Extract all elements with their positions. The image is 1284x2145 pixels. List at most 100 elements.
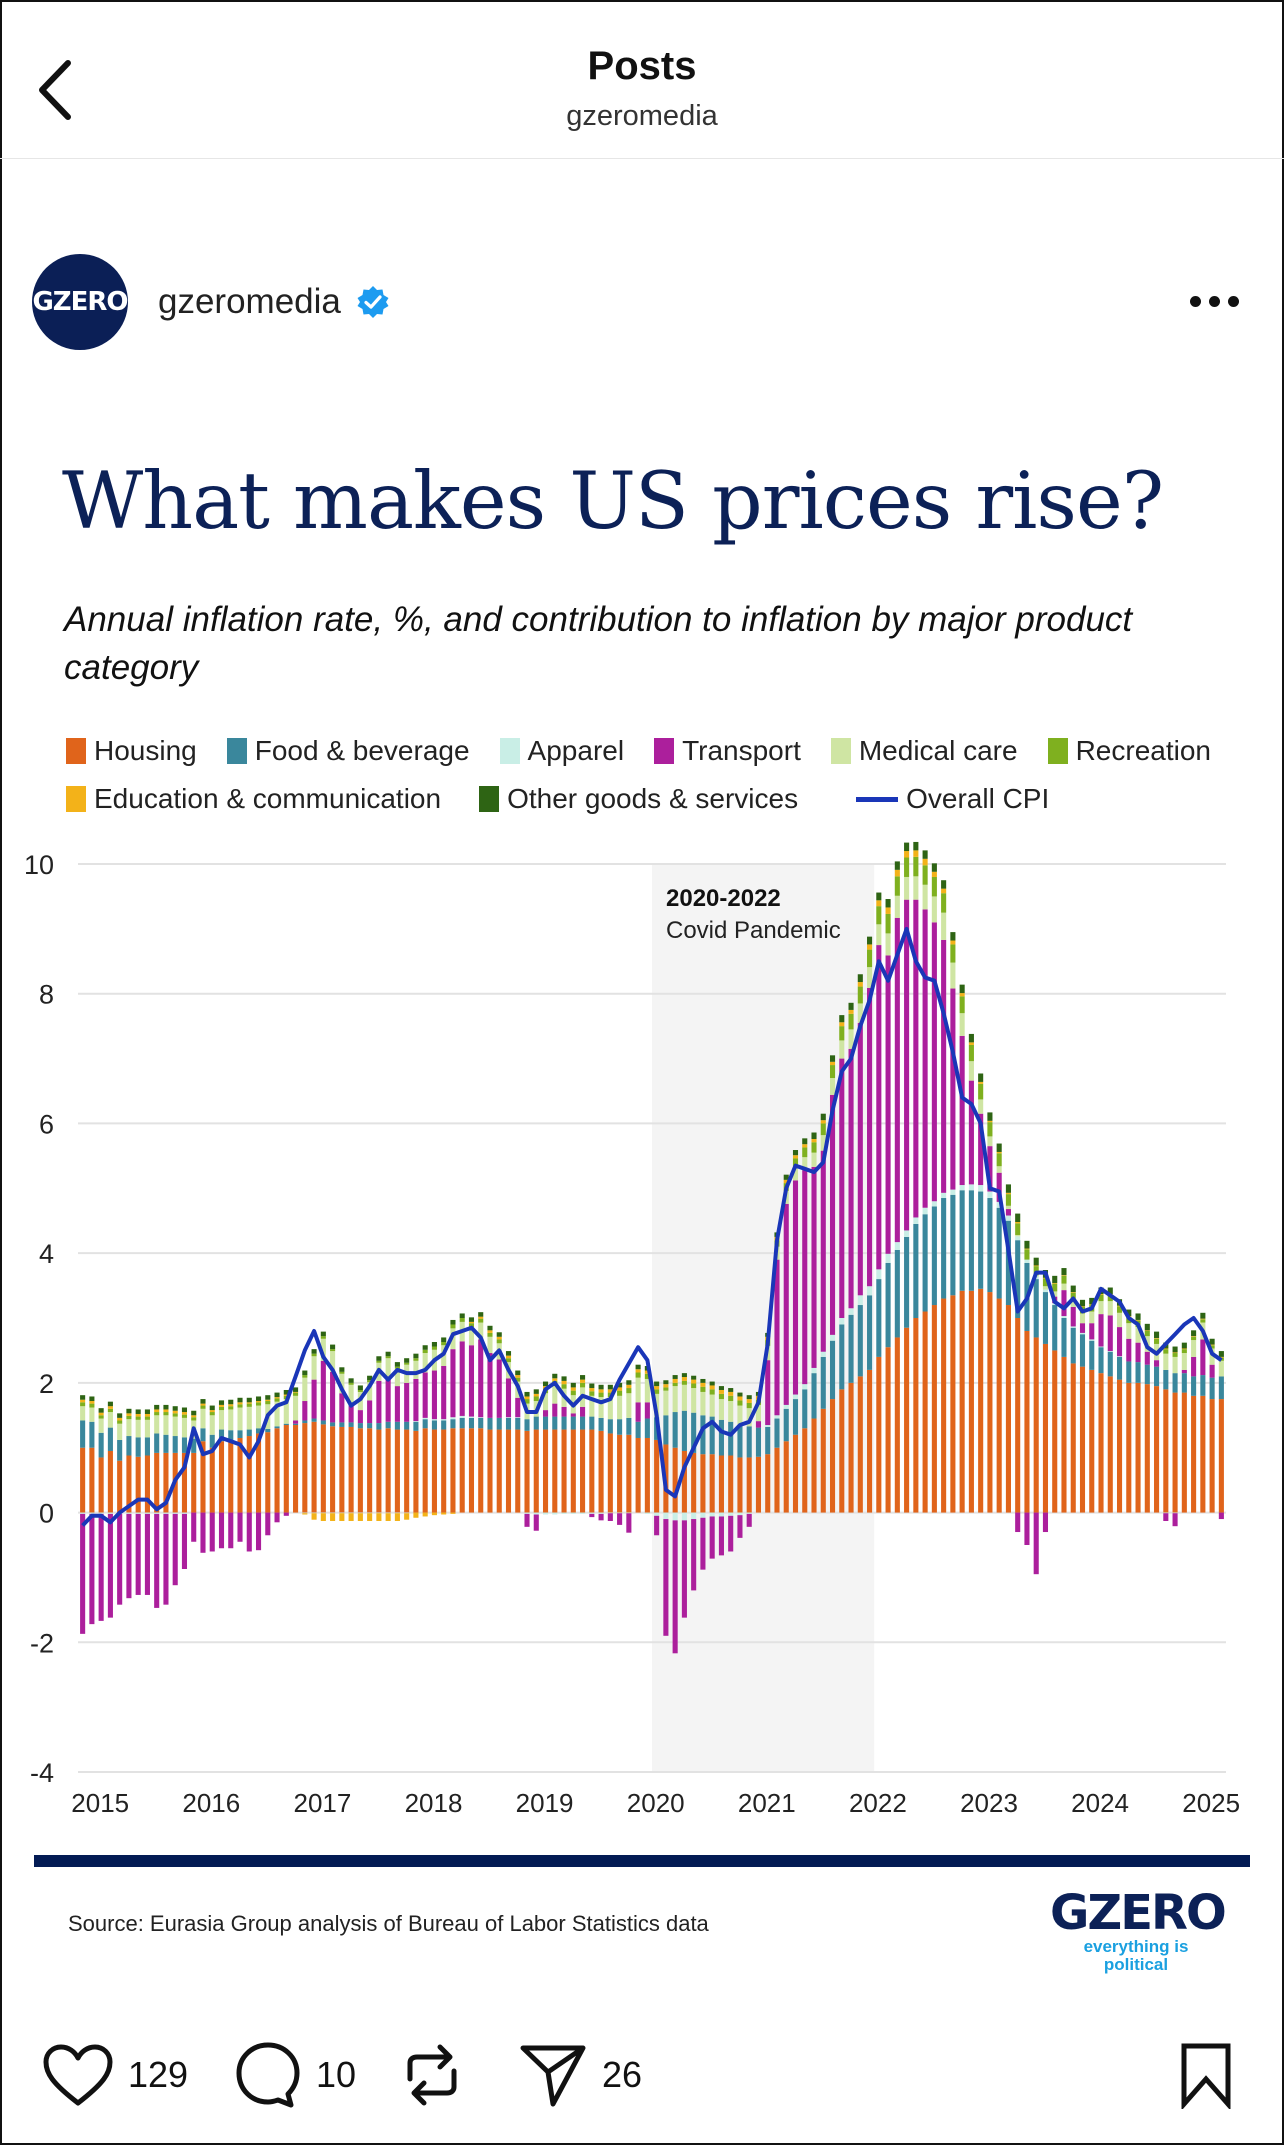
bar-segment-recreation [181, 1414, 188, 1418]
bar-segment-other-goods-services [339, 1367, 345, 1372]
bar-segment-education-communication [867, 944, 873, 950]
bar-segment-apparel [783, 1404, 789, 1409]
bookmark-button[interactable] [1178, 2035, 1234, 2115]
bar-segment-transport [209, 1512, 215, 1552]
bar-segment-recreation [885, 913, 891, 934]
bar-segment-apparel [1015, 1236, 1021, 1241]
back-button[interactable] [30, 55, 80, 125]
heart-icon [43, 2044, 113, 2106]
bar-segment-transport [441, 1365, 447, 1420]
bar-segment-education-communication [255, 1401, 262, 1403]
bar-segment-medical-care [755, 1404, 762, 1422]
bar-segment-food-beverage [89, 1421, 95, 1448]
bar-segment-food-beverage [765, 1426, 771, 1455]
bar-segment-other-goods-services [728, 1388, 734, 1392]
bar-segment-housing [1052, 1350, 1058, 1513]
bar-segment-education-communication [1218, 1356, 1224, 1358]
bar-segment-recreation [89, 1403, 95, 1408]
bar-segment-other-goods-services [478, 1312, 484, 1317]
bar-segment-education-communication [607, 1389, 613, 1393]
bar-segment-food-beverage [450, 1419, 456, 1429]
bar-segment-food-beverage [978, 1191, 984, 1289]
bar-segment-education-communication [478, 1316, 484, 1319]
bar-segment-recreation [218, 1406, 225, 1411]
bar-segment-housing [255, 1433, 262, 1513]
like-button[interactable]: 129 [42, 2035, 188, 2115]
bar-segment-medical-care [487, 1336, 493, 1354]
bar-segment-apparel [1098, 1346, 1104, 1348]
bar-segment-apparel [904, 1230, 910, 1237]
bar-segment-recreation [450, 1324, 456, 1329]
bar-segment-education-communication [1079, 1306, 1086, 1307]
bar-segment-transport [626, 1513, 632, 1533]
post-author[interactable]: GZERO gzeromedia [32, 252, 391, 352]
bar-segment-apparel [922, 1207, 928, 1215]
bar-segment-transport [505, 1378, 512, 1418]
bar-segment-food-beverage [441, 1420, 447, 1430]
legend-item: Overall CPI [856, 783, 1049, 815]
bar-segment-recreation [978, 1083, 984, 1100]
bar-segment-education-communication [1024, 1248, 1030, 1250]
bar-segment-transport [1191, 1356, 1197, 1377]
bar-segment-recreation [663, 1387, 669, 1391]
bar-segment-medical-care [728, 1401, 734, 1422]
bar-segment-education-communication [496, 1336, 502, 1340]
bar-segment-medical-care [1107, 1301, 1113, 1316]
bar-segment-recreation [515, 1377, 521, 1382]
bar-segment-other-goods-services [135, 1409, 141, 1414]
bar-segment-food-beverage [431, 1420, 437, 1430]
comment-button[interactable]: 10 [234, 2035, 356, 2115]
bar-segment-apparel [126, 1512, 132, 1514]
bar-segment-recreation [117, 1420, 123, 1424]
bar-segment-education-communication [1144, 1330, 1150, 1331]
bar-segment-recreation [1181, 1349, 1187, 1354]
bar-segment-food-beverage [1061, 1318, 1067, 1357]
bar-segment-food-beverage [274, 1426, 280, 1429]
bar-segment-transport [246, 1512, 252, 1552]
bar-segment-transport [320, 1360, 326, 1421]
share-button[interactable]: 26 [518, 2035, 642, 2115]
bar-segment-transport [950, 988, 956, 1190]
bar-segment-food-beverage [376, 1423, 382, 1430]
bar-segment-food-beverage [737, 1425, 743, 1458]
bar-segment-apparel [885, 1253, 891, 1263]
bar-segment-education-communication [1191, 1336, 1197, 1337]
bar-segment-education-communication [431, 1512, 437, 1516]
bar-segment-food-beverage [200, 1428, 206, 1442]
bar-segment-transport [1005, 1209, 1011, 1216]
avatar[interactable]: GZERO [32, 254, 129, 350]
bar-segment-other-goods-services [811, 1132, 817, 1139]
bar-segment-apparel [413, 1421, 419, 1422]
bar-segment-medical-care [228, 1409, 234, 1431]
bar-segment-apparel [700, 1512, 706, 1518]
more-horizontal-icon [1189, 295, 1201, 307]
bar-segment-other-goods-services [228, 1399, 234, 1405]
bar-segment-transport [654, 1515, 660, 1536]
repost-button[interactable] [400, 2035, 464, 2115]
author-username[interactable]: gzeromedia [158, 282, 341, 321]
bar-segment-medical-care [820, 1135, 826, 1151]
bar-segment-medical-care [302, 1377, 308, 1402]
bar-segment-other-goods-services [376, 1356, 382, 1361]
bar-segment-medical-care [1116, 1312, 1123, 1328]
bar-segment-apparel [302, 1512, 308, 1514]
bar-segment-food-beverage [181, 1437, 188, 1453]
bar-segment-education-communication [1200, 1318, 1206, 1320]
bar-segment-other-goods-services [126, 1408, 132, 1414]
brand-name: GZERO [1050, 1885, 1227, 1941]
bar-segment-housing [228, 1439, 234, 1513]
bar-segment-transport [1126, 1338, 1132, 1362]
bar-segment-transport [394, 1386, 400, 1422]
more-options-button[interactable] [1184, 286, 1244, 316]
legend-label: Housing [94, 735, 197, 766]
bar-segment-housing [89, 1447, 95, 1513]
bar-segment-other-goods-services [894, 861, 900, 870]
bar-segment-education-communication [163, 1409, 169, 1413]
bar-segment-transport [218, 1512, 225, 1549]
more-horizontal-icon [1208, 295, 1220, 307]
bar-segment-recreation [589, 1391, 595, 1396]
bar-segment-transport [792, 1180, 799, 1395]
bar-segment-food-beverage [487, 1417, 493, 1430]
bar-segment-education-communication [820, 1120, 826, 1124]
bar-segment-recreation [857, 986, 863, 1004]
